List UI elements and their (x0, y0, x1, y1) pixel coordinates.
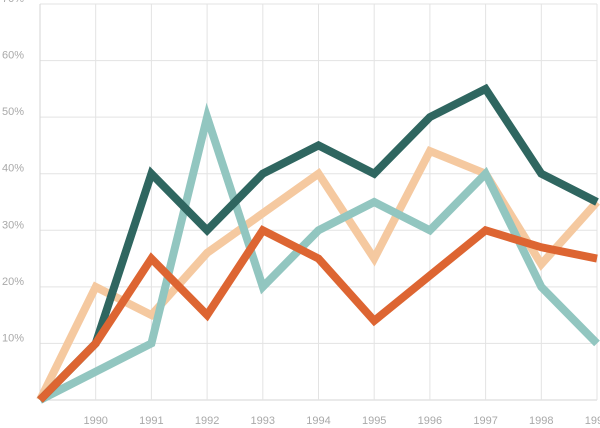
x-tick-label: 1998 (529, 415, 553, 427)
x-tick-label: 1993 (251, 415, 275, 427)
series-line-3 (37, 83, 599, 403)
series-line-4 (37, 225, 598, 403)
x-tick-label: 1999 (585, 415, 600, 427)
y-tick-label: 70% (2, 0, 24, 5)
x-tick-label: 1995 (362, 415, 386, 427)
x-tick-label: 1991 (139, 415, 163, 427)
series-line-2 (38, 102, 600, 404)
x-tick-label: 1997 (473, 415, 497, 427)
x-tick-label: 1992 (195, 415, 219, 427)
y-tick-label: 20% (2, 276, 24, 288)
y-tick-label: 10% (2, 332, 24, 344)
y-tick-label: 30% (2, 219, 24, 231)
grid (39, 3, 598, 401)
x-tick-label: 1994 (306, 415, 330, 427)
y-tick-label: 50% (2, 106, 24, 118)
y-tick-label: 60% (2, 50, 24, 62)
series-lines (36, 83, 600, 404)
x-tick-label: 1996 (418, 415, 442, 427)
x-tick-label: 1990 (83, 415, 107, 427)
y-tick-label: 40% (2, 163, 24, 175)
